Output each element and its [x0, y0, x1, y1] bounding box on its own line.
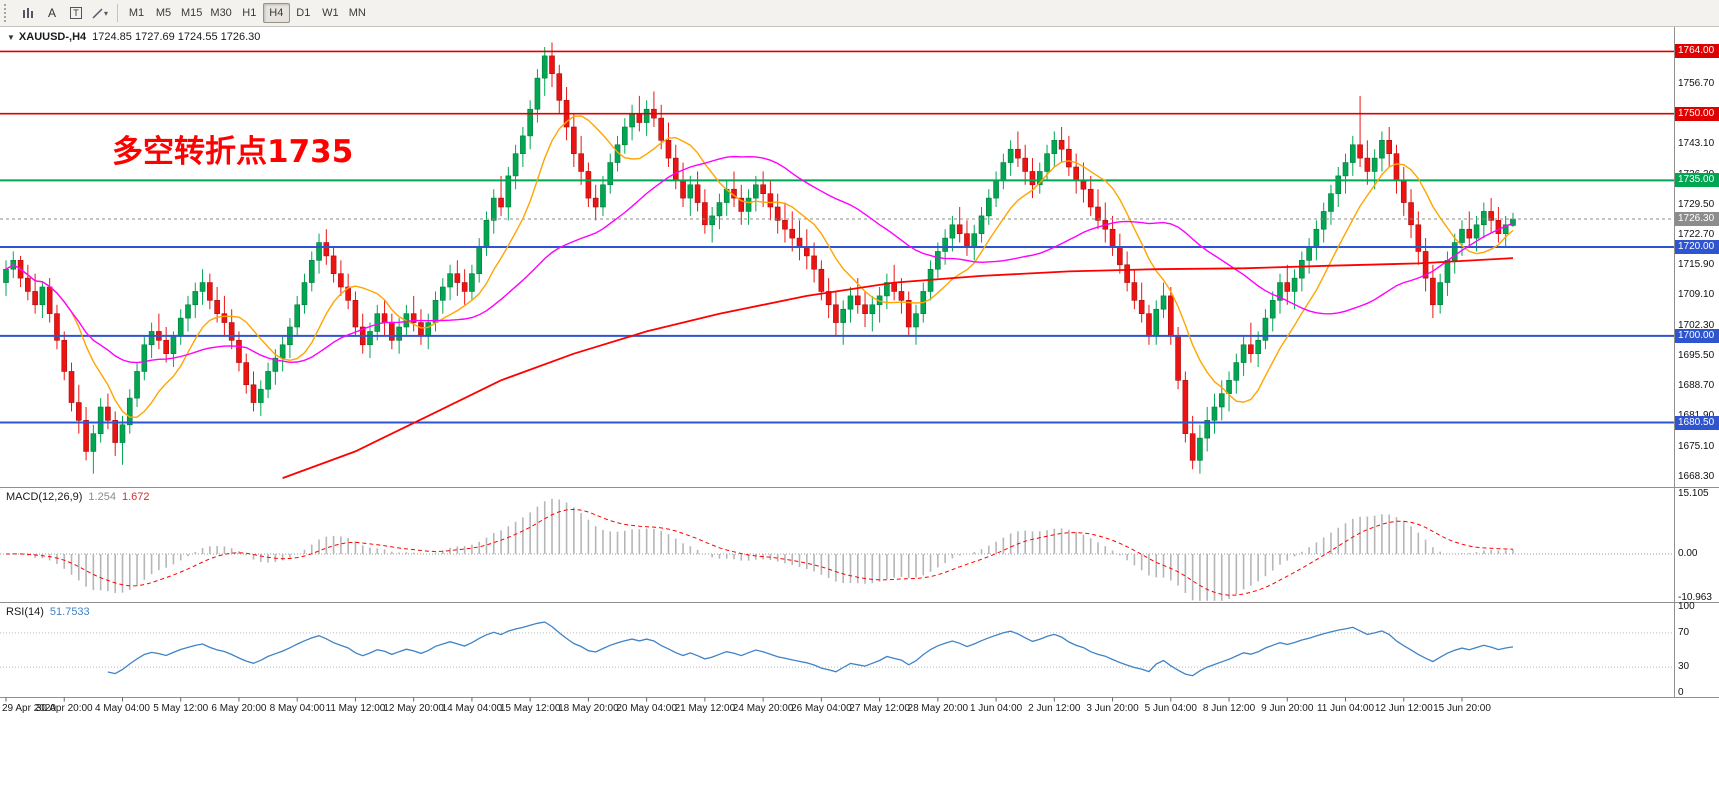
time-label: 29 Apr 2020	[2, 703, 56, 714]
crosshair-icon[interactable]	[16, 3, 40, 23]
macd-value-signal: 1.672	[121, 491, 150, 503]
time-label: 11 Jun 04:00	[1316, 703, 1375, 714]
macd-indicator-label: MACD(12,26,9) 1.254 1.672	[6, 491, 149, 503]
time-label: 28 May 20:00	[907, 703, 969, 714]
rsi-indicator-label: RSI(14) 51.7533	[6, 606, 90, 618]
shapes-tool-button[interactable]: ▾	[88, 3, 112, 23]
time-label: 3 Jun 20:00	[1086, 703, 1139, 714]
time-label: 9 Jun 20:00	[1261, 703, 1314, 714]
rsi-line	[107, 621, 1514, 677]
ma-mid-line	[5, 155, 1514, 364]
timeframe-h4-button[interactable]: H4	[262, 3, 290, 23]
time-label: 26 May 04:00	[791, 703, 852, 714]
ma-slow-line	[282, 257, 1514, 479]
ma-fast-line	[5, 115, 1514, 418]
toolbar-separator	[117, 4, 118, 22]
time-label: 4 May 04:00	[94, 703, 150, 714]
time-label: 20 May 04:00	[616, 703, 677, 714]
time-label: 12 May 20:00	[383, 703, 444, 714]
top-toolbar: A T ▾ M1 M5 M15 M30 H1 H4 D1 W1 MN	[0, 0, 1719, 27]
time-label: 5 May 12:00	[153, 703, 209, 714]
text-tool-button[interactable]: T	[64, 3, 88, 23]
chevron-down-icon: ▾	[103, 8, 108, 18]
ohlc-values: 1724.85 1727.69 1724.55 1726.30	[92, 31, 261, 43]
time-label: 27 May 12:00	[849, 703, 910, 714]
time-label: 24 May 20:00	[732, 703, 794, 714]
letter-a-icon: A	[47, 6, 56, 20]
timeframe-d1-button[interactable]: D1	[290, 3, 317, 23]
timeframe-m5-button[interactable]: M5	[150, 3, 177, 23]
symbol-name: XAUUSD-,H4	[18, 31, 87, 43]
time-label: 5 Jun 04:00	[1144, 703, 1197, 714]
time-label: 1 Jun 04:00	[969, 703, 1023, 714]
text-label-tool-button[interactable]: A	[40, 3, 64, 23]
rsi-value: 51.7533	[49, 606, 90, 618]
symbol-dropdown-icon[interactable]: ▼	[7, 33, 15, 42]
macd-name: MACD(12,26,9)	[6, 491, 83, 503]
time-label: 6 May 20:00	[211, 703, 267, 714]
time-label: 30 Apr 20:00	[35, 703, 93, 714]
letter-t-icon: T	[70, 7, 82, 19]
timeframe-h1-button[interactable]: H1	[236, 3, 263, 23]
symbol-ohlc-line[interactable]: ▼ XAUUSD-,H4 1724.85 1727.69 1724.55 1726.…	[7, 31, 260, 43]
candlesticks	[3, 42, 1516, 474]
time-label: 2 Jun 12:00	[1028, 703, 1081, 714]
time-label: 15 May 12:00	[499, 703, 561, 714]
time-axis[interactable]: 29 Apr 2020 30 Apr 20:00 4 May 04:00 5 May …	[0, 699, 1719, 719]
timeframe-m30-button[interactable]: M30	[206, 3, 235, 23]
time-label: 11 May 12:00	[325, 703, 386, 714]
time-label: 14 May 04:00	[441, 703, 503, 714]
toolbar-grip[interactable]	[4, 4, 12, 22]
timeframe-mn-button[interactable]: MN	[344, 3, 371, 23]
macd-signal-line	[5, 508, 1514, 596]
time-label: 15 Jun 20:00	[1433, 703, 1491, 714]
timeframe-w1-button[interactable]: W1	[317, 3, 344, 23]
time-label: 21 May 12:00	[674, 703, 736, 714]
time-label: 8 Jun 12:00	[1202, 703, 1256, 714]
trendline-icon	[92, 7, 103, 19]
time-label: 12 Jun 12:00	[1374, 703, 1433, 714]
chart-text-annotation[interactable]: 多空转折点1735	[112, 134, 354, 170]
timeframe-m1-button[interactable]: M1	[123, 3, 150, 23]
timeframe-m15-button[interactable]: M15	[177, 3, 206, 23]
time-label: 18 May 20:00	[558, 703, 619, 714]
bars-icon	[22, 7, 33, 18]
macd-value-main: 1.254	[88, 491, 116, 503]
macd-histogram	[12, 498, 1514, 601]
rsi-name: RSI(14)	[6, 606, 44, 618]
time-label: 8 May 04:00	[269, 703, 325, 714]
